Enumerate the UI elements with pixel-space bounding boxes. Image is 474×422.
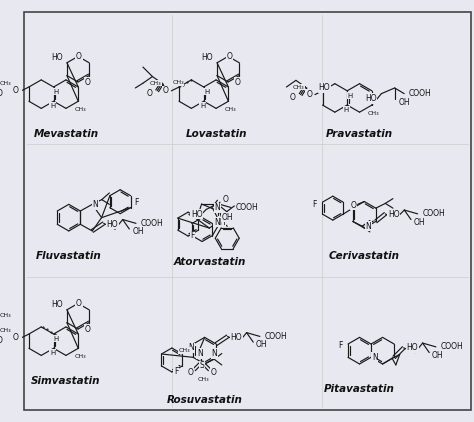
Text: O: O [76,52,82,61]
Text: S: S [200,361,204,371]
Text: O: O [163,87,169,95]
Text: OH: OH [221,213,233,222]
Text: Rosuvastatin: Rosuvastatin [167,395,243,405]
Text: N: N [372,353,378,362]
Text: Mevastatin: Mevastatin [33,129,99,139]
Text: H: H [200,103,205,109]
Text: COOH: COOH [441,342,464,352]
Text: CH₃: CH₃ [149,81,161,86]
Text: COOH: COOH [422,209,445,218]
Text: HO: HO [365,94,377,103]
Text: F: F [191,231,195,240]
Text: HO: HO [52,53,63,62]
Text: O: O [85,325,91,333]
Text: COOH: COOH [236,203,258,212]
Text: OH: OH [432,351,444,360]
Text: H: H [204,89,209,95]
Text: HO: HO [52,300,63,308]
Text: CH₃: CH₃ [0,328,11,333]
Text: HO: HO [191,210,202,219]
Text: HO: HO [319,83,330,92]
Text: N: N [211,349,217,358]
Text: N: N [197,349,203,358]
Text: HO: HO [406,344,418,352]
Text: Pitavastatin: Pitavastatin [324,384,395,394]
Text: OH: OH [132,227,144,236]
Text: CH₃: CH₃ [0,81,11,86]
Text: O: O [235,78,241,87]
Text: OH: OH [414,218,426,227]
Text: O: O [210,368,216,377]
Text: O: O [13,87,18,95]
Text: O: O [76,299,82,308]
Text: O: O [226,52,232,61]
Text: O: O [222,195,228,204]
Text: Cerivastatin: Cerivastatin [329,251,400,261]
Text: Fluvastatin: Fluvastatin [36,251,101,261]
Text: CH₃: CH₃ [198,377,210,381]
Text: O: O [306,90,312,99]
Text: N: N [365,222,371,231]
Text: H: H [50,350,55,356]
Text: CH₃: CH₃ [172,80,184,85]
Text: H: H [54,336,59,342]
Text: H: H [344,107,349,113]
Text: O: O [290,93,296,102]
Text: Atorvastatin: Atorvastatin [173,257,246,267]
Text: HO: HO [201,53,213,62]
Text: O: O [146,89,153,98]
Text: O: O [85,78,91,87]
Text: O: O [351,201,357,210]
Text: CH₃: CH₃ [0,313,11,317]
Text: HO: HO [388,210,400,219]
Text: Lovastatin: Lovastatin [185,129,247,139]
Text: COOH: COOH [141,219,164,228]
Text: CH₃: CH₃ [74,107,86,112]
Text: O: O [0,336,2,345]
Text: O: O [13,333,18,342]
Text: OH: OH [256,341,268,349]
Text: CH₃: CH₃ [179,348,191,353]
Text: CH₃: CH₃ [225,107,236,112]
Text: F: F [338,341,342,350]
Text: COOH: COOH [264,332,287,341]
Text: OH: OH [399,98,410,107]
Text: COOH: COOH [409,89,432,98]
Text: F: F [135,198,139,208]
Text: O: O [0,89,2,98]
Text: H: H [347,92,353,99]
Text: CH₃: CH₃ [368,111,380,116]
Text: Simvastatin: Simvastatin [31,376,100,386]
Text: H: H [50,103,55,109]
Text: F: F [312,200,317,208]
Text: O: O [188,368,193,377]
Text: H: H [54,89,59,95]
Text: HO: HO [230,333,242,342]
Text: F: F [174,367,178,376]
Text: N: N [188,344,194,352]
Text: Pravastatin: Pravastatin [326,129,393,139]
Text: HO: HO [106,220,118,229]
Text: NH: NH [214,218,226,227]
Text: CH₃: CH₃ [293,84,305,89]
Text: N: N [92,200,98,209]
Text: CH₃: CH₃ [74,354,86,359]
Text: N: N [214,203,220,212]
